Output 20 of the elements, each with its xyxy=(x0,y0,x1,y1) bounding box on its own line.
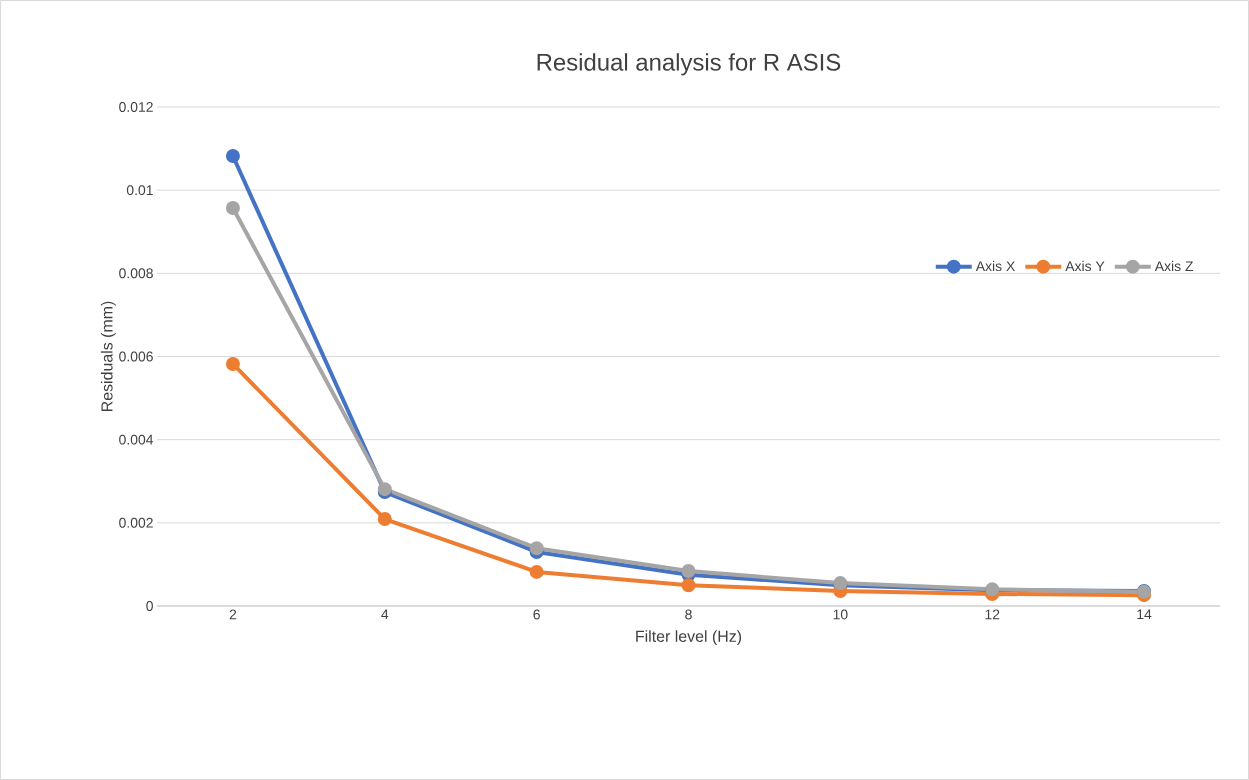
y-tick-label: 0.002 xyxy=(119,517,153,528)
y-tick-label: 0.006 xyxy=(119,351,153,362)
x-tick-label: 12 xyxy=(985,609,1000,620)
x-tick-label: 8 xyxy=(685,609,692,620)
legend-label: Axis Y xyxy=(1065,260,1105,272)
y-tick-label: 0.01 xyxy=(126,185,153,196)
x-tick-label: 2 xyxy=(229,609,237,620)
y-tick-label: 0 xyxy=(146,601,153,611)
y-tick-label: 0.012 xyxy=(119,102,153,112)
y-axis-title: Residuals (mm) xyxy=(100,301,116,411)
x-tick-label: 14 xyxy=(1137,609,1152,620)
x-tick-label: 10 xyxy=(833,609,848,620)
y-tick-label: 0.004 xyxy=(119,434,154,445)
x-tick-label: 6 xyxy=(533,609,540,620)
legend-label: Axis X xyxy=(975,260,1015,272)
x-tick-label: 4 xyxy=(381,609,389,620)
x-axis-title: Filter level (Hz) xyxy=(636,630,742,646)
y-tick-label: 0.008 xyxy=(119,268,153,279)
chart-title: Residual analysis for R ASIS xyxy=(537,53,841,76)
legend-label: Axis Z xyxy=(1154,260,1194,272)
